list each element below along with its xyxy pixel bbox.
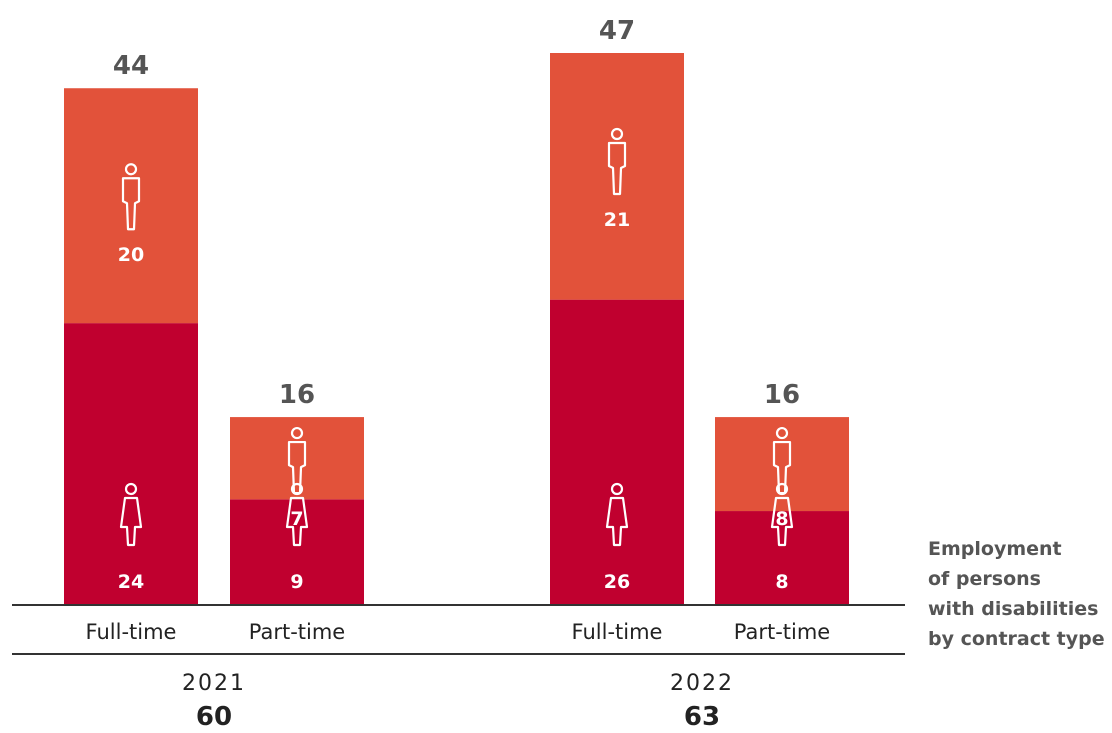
label-men-2022-part-time: 8 <box>775 508 788 530</box>
total-2022-part-time: 16 <box>764 380 800 410</box>
bar-men-2022-full-time <box>550 53 684 300</box>
man-icon-2021-part-time <box>287 426 307 495</box>
category-2021-part-time: Part-time <box>249 620 345 644</box>
label-women-2022-part-time: 8 <box>775 571 788 593</box>
label-women-2021-part-time: 9 <box>290 571 303 593</box>
total-2021-part-time: 16 <box>279 380 315 410</box>
total-2022-full-time: 47 <box>599 16 635 46</box>
category-2021-full-time: Full-time <box>86 620 177 644</box>
category-2022-part-time: Part-time <box>734 620 830 644</box>
year-2022: 2022 <box>670 671 734 696</box>
man-icon-2021-full-time <box>121 163 141 231</box>
grand-total-2021: 60 <box>196 702 232 732</box>
label-men-2021-full-time: 20 <box>118 244 144 266</box>
label-men-2021-part-time: 7 <box>290 508 303 530</box>
bar-women-2022-full-time <box>550 299 684 605</box>
label-men-2022-full-time: 21 <box>604 209 630 231</box>
label-women-2021-full-time: 24 <box>118 571 144 593</box>
man-icon-2022-full-time <box>607 127 627 196</box>
bar-men-2021-full-time <box>64 88 198 324</box>
bar-men-2022-part-time <box>715 417 849 512</box>
bar-women-2022-part-time <box>715 511 849 605</box>
bar-men-2021-part-time <box>230 417 364 500</box>
total-2021-full-time: 44 <box>113 51 149 81</box>
woman-icon-2022-full-time <box>605 482 629 547</box>
woman-icon-2021-full-time <box>119 482 143 547</box>
bars-layer <box>64 53 849 605</box>
caption-line-1: Employment <box>928 538 1062 560</box>
caption-line-3: with disabilities <box>928 598 1098 620</box>
chart-caption: Employment of persons with disabilities … <box>928 538 1105 650</box>
label-women-2022-full-time: 26 <box>604 571 630 593</box>
caption-line-2: of persons <box>928 568 1041 590</box>
caption-line-4: by contract type <box>928 628 1105 650</box>
bar-women-2021-part-time <box>230 499 364 605</box>
man-icon-2022-part-time <box>772 426 792 495</box>
labels-layer: 24 20 44 Full-time 9 7 16 Part-time 2021 60 26 21 47… <box>86 16 831 732</box>
bar-women-2021-full-time <box>64 323 198 605</box>
year-2021: 2021 <box>182 671 246 696</box>
category-2022-full-time: Full-time <box>572 620 663 644</box>
grand-total-2022: 63 <box>684 702 720 732</box>
